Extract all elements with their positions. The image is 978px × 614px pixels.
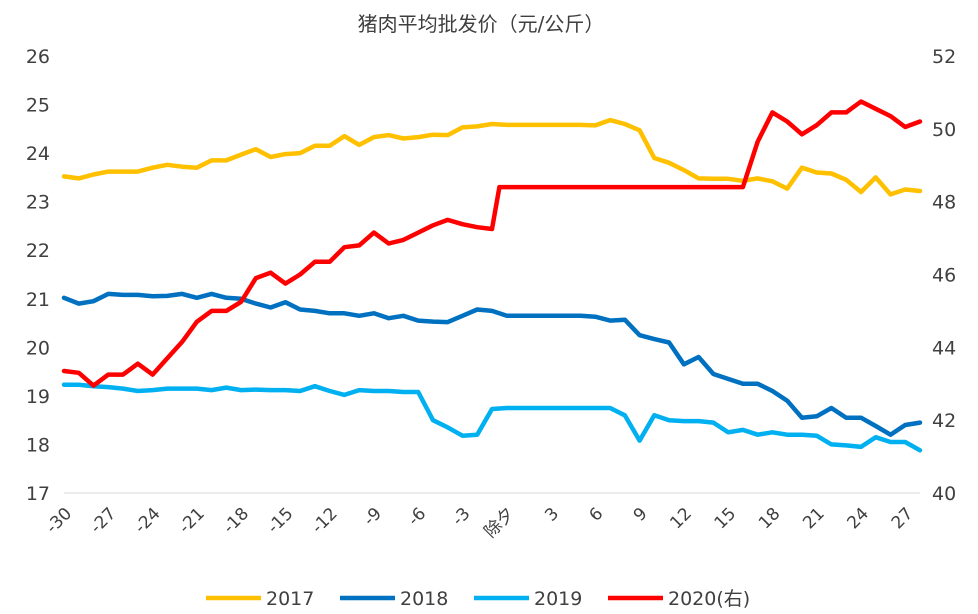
y-left-tick-label: 17	[26, 483, 50, 505]
x-tick-label: -3	[448, 504, 474, 530]
y-right-tick-label: 48	[932, 192, 956, 214]
x-tick-label: -15	[264, 504, 298, 538]
x-tick-label: -6	[404, 504, 430, 530]
y-left-tick-label: 19	[26, 386, 50, 408]
x-axis: -30 -27 -24 -21 -18 -15 -12 -9 -6 -3 除夕 3 6 9 12 15 18 21…	[42, 504, 917, 542]
x-tick-label: 21	[799, 504, 828, 533]
left-axis: 17 18 19 20 21 22 23 24 25 26	[26, 46, 50, 505]
y-left-tick-label: 24	[26, 143, 50, 165]
x-tick-label: -21	[175, 504, 209, 538]
y-left-tick-label: 18	[26, 434, 50, 456]
y-right-tick-label: 50	[932, 119, 956, 141]
x-tick-label: 除夕	[481, 504, 519, 542]
x-tick-label: 24	[844, 504, 873, 533]
y-left-tick-label: 22	[26, 240, 50, 262]
legend-label: 2019	[534, 588, 582, 610]
x-tick-label: 15	[711, 504, 740, 533]
legend-label: 2017	[266, 588, 314, 610]
x-tick-label: -9	[360, 504, 386, 530]
chart-title: 猪肉平均批发价（元/公斤）	[358, 12, 605, 36]
legend: 2017 2018 2019 2020(右)	[206, 588, 750, 610]
x-tick-label: 6	[586, 504, 608, 526]
x-tick-label: 9	[630, 504, 652, 526]
series-line-2017	[61, 117, 923, 197]
y-left-tick-label: 23	[26, 192, 50, 214]
x-tick-label: -30	[42, 504, 76, 538]
x-tick-label: -27	[87, 504, 121, 538]
x-tick-label: 12	[666, 504, 695, 533]
right-axis: 40 42 44 46 48 50 52	[932, 46, 956, 505]
legend-label: 2018	[400, 588, 448, 610]
y-right-tick-label: 44	[932, 337, 956, 359]
series-line-2018	[61, 291, 923, 437]
y-left-tick-label: 20	[26, 337, 50, 359]
y-right-tick-label: 42	[932, 410, 956, 432]
series-line-2020	[61, 99, 923, 388]
x-tick-label: -12	[308, 504, 342, 538]
y-left-tick-label: 25	[26, 95, 50, 117]
x-tick-label: 18	[755, 504, 784, 533]
y-right-tick-label: 52	[932, 46, 956, 68]
y-right-tick-label: 46	[932, 265, 956, 287]
y-left-tick-label: 26	[26, 46, 50, 68]
series-line-2019	[61, 382, 923, 453]
y-left-tick-label: 21	[26, 289, 50, 311]
x-tick-label: -18	[219, 504, 253, 538]
x-tick-label: -24	[131, 504, 165, 538]
x-tick-label: 3	[541, 504, 563, 526]
series-lines	[61, 99, 923, 453]
legend-label: 2020(右)	[668, 588, 750, 610]
x-tick-label: 27	[888, 504, 917, 533]
y-right-tick-label: 40	[932, 483, 956, 505]
